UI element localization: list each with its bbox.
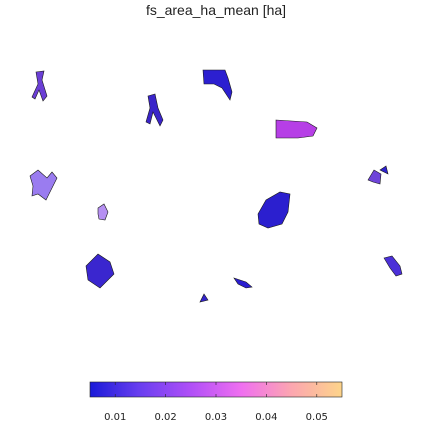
- colorbar-tick-label: 0.01: [104, 412, 126, 423]
- colorbar-tick-label: 0.04: [255, 412, 277, 423]
- polygon-5: [367, 169, 382, 185]
- colorbar-tick-label: 0.05: [306, 412, 328, 423]
- polygon-10: [85, 253, 115, 289]
- polygon-1: [31, 70, 48, 102]
- polygon-11: [233, 277, 253, 289]
- colorbar-tick-label: 0.02: [154, 412, 176, 423]
- polygon-2: [145, 93, 164, 127]
- polygon-3: [202, 69, 233, 101]
- polygon-4: [275, 119, 318, 139]
- polygon-7: [97, 203, 109, 221]
- colorbar-ticks: 0.01 0.02 0.03 0.04 0.05: [104, 382, 328, 423]
- polygon-12: [199, 293, 209, 303]
- polygon-13: [379, 165, 389, 175]
- polygon-6: [29, 169, 58, 201]
- map-title: fs_area_ha_mean [ha]: [145, 2, 287, 18]
- colorbar-tick-label: 0.03: [205, 412, 227, 423]
- polygon-8: [257, 191, 291, 229]
- polygon-9: [383, 255, 403, 277]
